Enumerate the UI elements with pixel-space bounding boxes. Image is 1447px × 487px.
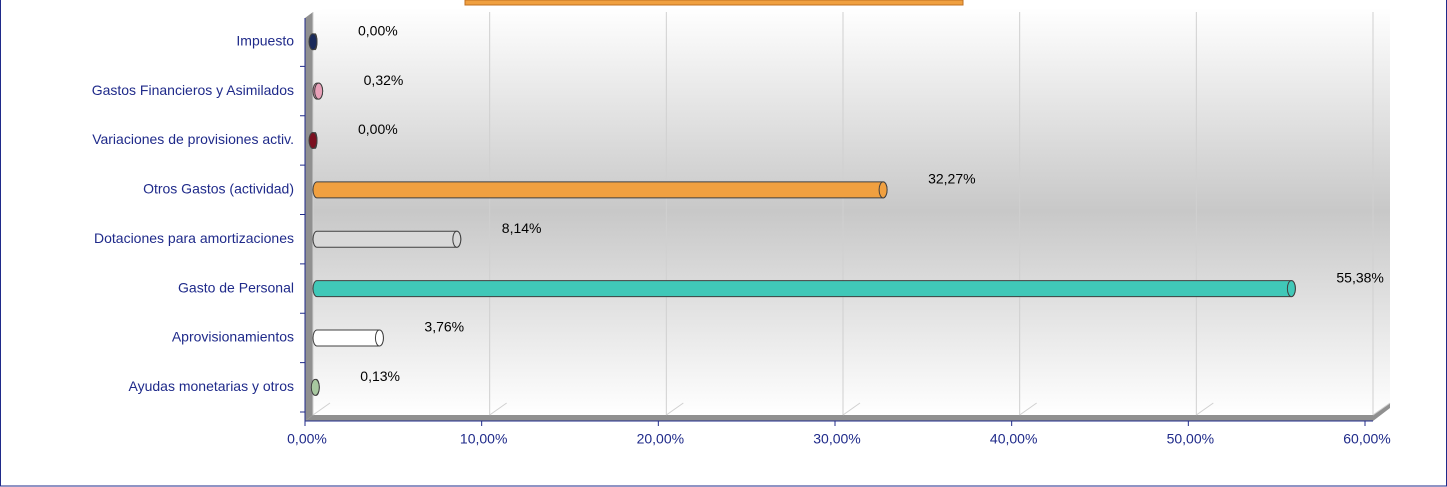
x-tick-label: 30,00% [813,431,860,447]
bar-cap [1286,280,1296,298]
bar [312,181,888,199]
y-tick-label: Ayudas monetarias y otros [129,378,295,394]
x-tick-label: 50,00% [1167,431,1214,447]
title-box [464,0,964,6]
value-label: 32,27% [928,171,975,187]
x-tick-label: 40,00% [990,431,1037,447]
bar-cap [878,181,888,199]
y-tick-label: Gastos Financieros y Asimilados [92,82,294,98]
bar-cap [308,131,318,149]
grid-line [1019,402,1037,416]
floor [305,403,1390,421]
bar-cap [374,329,384,347]
value-label: 0,00% [358,22,398,38]
bar-cap [310,378,320,396]
bar [312,230,462,248]
left-wall [305,12,313,421]
bar [312,329,384,347]
y-tick-label: Impuesto [236,32,294,48]
grid-line [1196,402,1214,416]
y-tick-label: Gasto de Personal [178,279,294,295]
x-tick-label: 10,00% [460,431,507,447]
value-label: 8,14% [502,220,542,236]
grid-line [489,402,507,416]
grid-line [1372,402,1391,416]
bar-cap [314,82,324,100]
grid-line [312,402,331,416]
bar-cap [308,33,318,51]
y-tick-label: Aprovisionamientos [172,329,294,345]
value-label: 55,38% [1336,269,1383,285]
value-label: 0,13% [360,368,400,384]
x-tick-label: 0,00% [287,431,327,447]
y-tick-label: Variaciones de provisiones activ. [92,131,294,147]
bar-cap [452,230,462,248]
y-tick-label: Otros Gastos (actividad) [143,181,294,197]
value-label: 3,76% [424,319,464,335]
bar [312,280,1296,298]
value-label: 0,32% [364,72,404,88]
x-tick-label: 20,00% [637,431,684,447]
grid-line [842,402,861,416]
plot-area [313,8,1390,415]
y-tick-label: Dotaciones para amortizaciones [94,230,294,246]
x-tick-label: 60,00% [1343,431,1390,447]
value-label: 0,00% [358,121,398,137]
grid-line [666,402,684,416]
